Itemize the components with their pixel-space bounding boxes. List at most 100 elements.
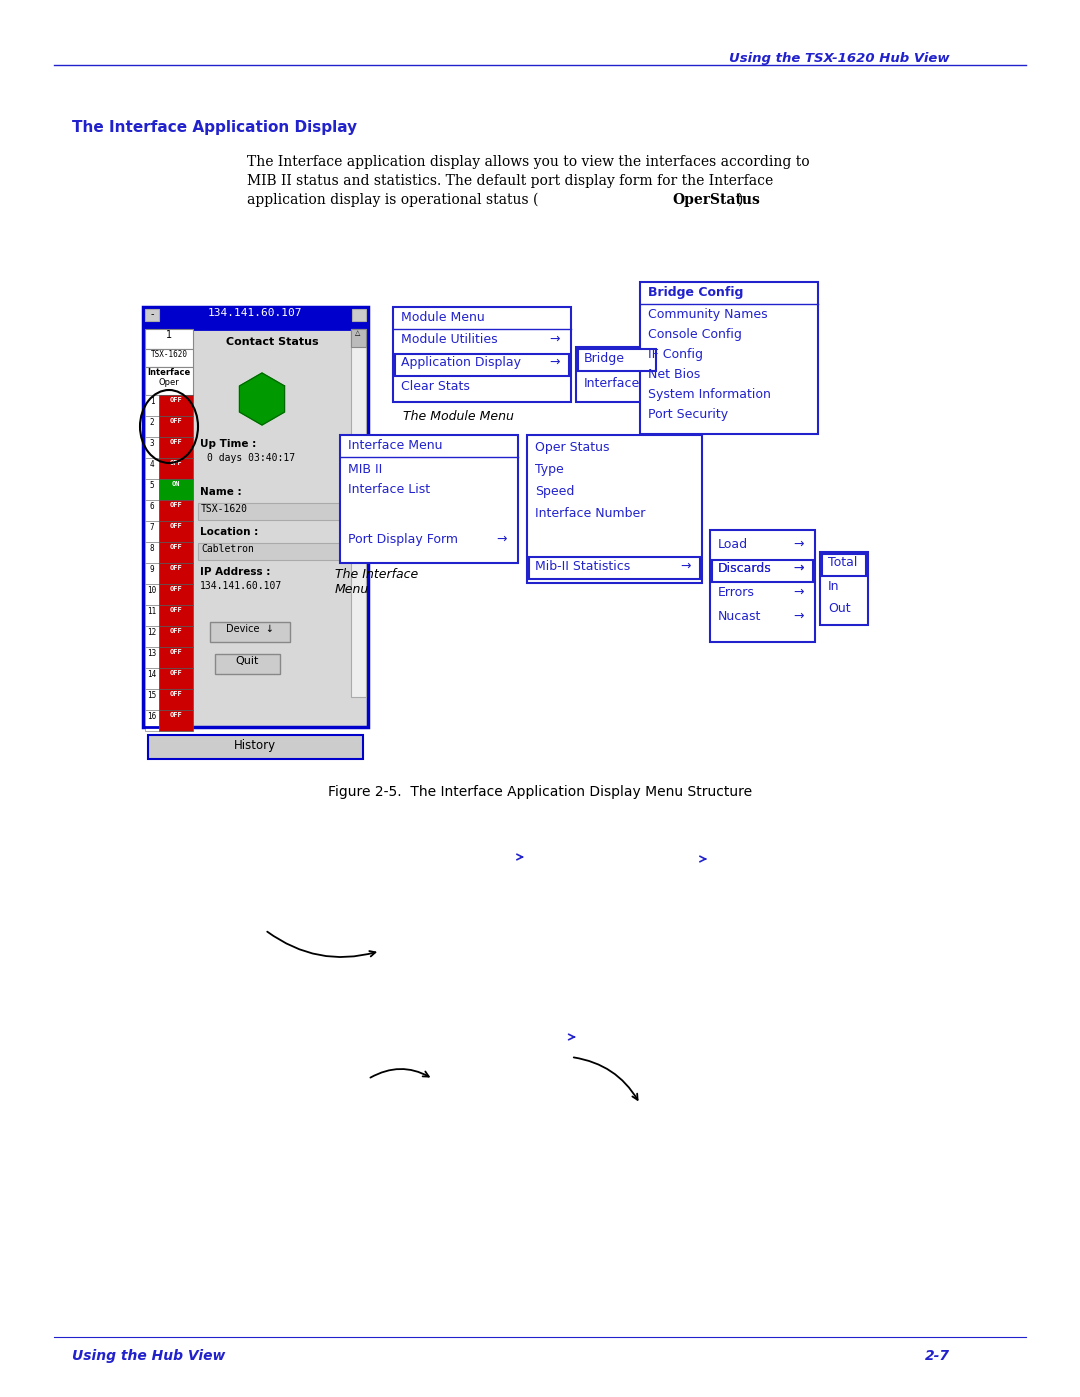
FancyBboxPatch shape: [159, 710, 193, 731]
FancyBboxPatch shape: [145, 395, 159, 416]
Text: 14: 14: [147, 671, 157, 679]
FancyBboxPatch shape: [145, 668, 159, 689]
Text: MIB II status and statistics. The default port display form for the Interface: MIB II status and statistics. The defaul…: [247, 175, 773, 189]
FancyBboxPatch shape: [145, 584, 159, 605]
Text: OFF: OFF: [170, 650, 183, 655]
Text: 10: 10: [147, 585, 157, 595]
Text: The Interface
Menu: The Interface Menu: [335, 569, 418, 597]
Text: Up Time :: Up Time :: [200, 439, 256, 448]
Text: The Interface application display allows you to view the interfaces according to: The Interface application display allows…: [247, 155, 810, 169]
Text: Using the Hub View: Using the Hub View: [72, 1350, 226, 1363]
Text: Discards: Discards: [718, 562, 772, 576]
FancyBboxPatch shape: [351, 330, 366, 346]
Text: Bridge Config: Bridge Config: [648, 286, 743, 299]
Text: 5: 5: [150, 481, 154, 490]
Text: 0 days 03:40:17: 0 days 03:40:17: [207, 453, 295, 462]
Text: OFF: OFF: [170, 439, 183, 446]
FancyBboxPatch shape: [210, 622, 291, 643]
FancyBboxPatch shape: [712, 560, 813, 583]
Text: application display is operational status (: application display is operational statu…: [247, 193, 538, 207]
Text: Oper Status: Oper Status: [535, 441, 609, 454]
Text: Console Config: Console Config: [648, 328, 742, 341]
FancyBboxPatch shape: [576, 346, 658, 402]
FancyBboxPatch shape: [143, 307, 368, 726]
Text: Discards: Discards: [718, 562, 772, 576]
Text: 134.141.60.107: 134.141.60.107: [207, 307, 302, 319]
FancyBboxPatch shape: [159, 416, 193, 437]
FancyBboxPatch shape: [159, 605, 193, 626]
FancyBboxPatch shape: [145, 605, 159, 626]
FancyBboxPatch shape: [198, 543, 347, 560]
Text: OFF: OFF: [170, 522, 183, 529]
Text: Net Bios: Net Bios: [648, 367, 700, 381]
FancyBboxPatch shape: [145, 437, 159, 458]
Text: 12: 12: [147, 629, 157, 637]
Text: Type: Type: [535, 462, 564, 476]
FancyBboxPatch shape: [145, 689, 159, 710]
Text: Cabletron: Cabletron: [201, 543, 254, 555]
Text: Location :: Location :: [200, 527, 258, 536]
FancyBboxPatch shape: [640, 282, 818, 434]
FancyBboxPatch shape: [340, 434, 518, 563]
FancyBboxPatch shape: [159, 584, 193, 605]
FancyBboxPatch shape: [145, 647, 159, 668]
Text: 3: 3: [150, 439, 154, 448]
Text: TSX-1620: TSX-1620: [150, 351, 188, 359]
Text: ON: ON: [172, 481, 180, 488]
FancyBboxPatch shape: [159, 479, 193, 500]
FancyBboxPatch shape: [215, 654, 280, 673]
Polygon shape: [240, 373, 284, 425]
FancyBboxPatch shape: [527, 434, 702, 583]
Text: Module Utilities: Module Utilities: [401, 332, 498, 346]
FancyBboxPatch shape: [822, 555, 866, 576]
Text: Speed: Speed: [535, 485, 575, 497]
Text: ).: ).: [737, 193, 746, 207]
Text: OFF: OFF: [170, 712, 183, 718]
Text: →: →: [549, 332, 559, 346]
FancyBboxPatch shape: [351, 330, 366, 697]
FancyBboxPatch shape: [578, 349, 656, 372]
Text: 4: 4: [150, 460, 154, 469]
Text: 16: 16: [147, 712, 157, 721]
Text: Quit: Quit: [235, 657, 259, 666]
Text: Clear Stats: Clear Stats: [401, 380, 470, 393]
FancyBboxPatch shape: [143, 307, 368, 330]
FancyBboxPatch shape: [710, 529, 815, 643]
Text: Interface Menu: Interface Menu: [348, 439, 443, 453]
Text: →: →: [793, 562, 804, 576]
FancyBboxPatch shape: [159, 458, 193, 479]
Text: Total: Total: [828, 556, 858, 569]
Text: OFF: OFF: [170, 608, 183, 613]
Text: Bridge: Bridge: [584, 352, 625, 365]
Text: OFF: OFF: [170, 692, 183, 697]
Text: Interface List: Interface List: [348, 483, 430, 496]
Text: Using the TSX-1620 Hub View: Using the TSX-1620 Hub View: [729, 52, 950, 66]
Text: Port Security: Port Security: [648, 408, 728, 420]
Text: Name :: Name :: [200, 488, 242, 497]
Text: Community Names: Community Names: [648, 307, 768, 321]
FancyBboxPatch shape: [145, 416, 159, 437]
Text: IP Address :: IP Address :: [200, 567, 270, 577]
FancyBboxPatch shape: [159, 626, 193, 647]
Text: System Information: System Information: [648, 388, 771, 401]
Text: In: In: [828, 580, 839, 592]
Text: →: →: [496, 534, 507, 546]
Text: OFF: OFF: [170, 564, 183, 571]
Text: -: -: [150, 309, 153, 319]
Text: Port Display Form: Port Display Form: [348, 534, 458, 546]
Text: 9: 9: [150, 564, 154, 574]
Text: →: →: [793, 562, 804, 576]
Text: →: →: [680, 560, 690, 573]
Text: TSX-1620: TSX-1620: [201, 504, 248, 514]
Text: Device  ↓: Device ↓: [226, 624, 274, 634]
FancyBboxPatch shape: [159, 647, 193, 668]
Text: 8: 8: [150, 543, 154, 553]
Text: →: →: [793, 538, 804, 550]
Text: OFF: OFF: [170, 397, 183, 402]
Text: 11: 11: [147, 608, 157, 616]
Text: OFF: OFF: [170, 671, 183, 676]
Text: 13: 13: [147, 650, 157, 658]
FancyBboxPatch shape: [148, 735, 363, 759]
FancyBboxPatch shape: [145, 521, 159, 542]
Text: →: →: [549, 356, 559, 369]
